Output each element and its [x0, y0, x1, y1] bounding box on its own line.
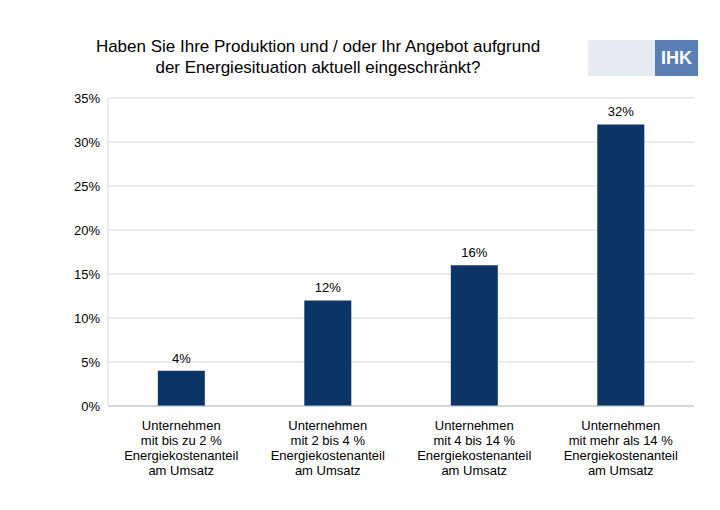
- svg-text:25%: 25%: [74, 179, 100, 194]
- svg-text:16%: 16%: [461, 245, 487, 260]
- html-text:Haben Sie Ihre Produktion und: Haben Sie Ihre Produktion und / oder Ihr…: [95, 37, 541, 56]
- html-text:der Energiesituation aktuell e: der Energiesituation aktuell eingeschrän…: [155, 58, 481, 77]
- svg-text:35%: 35%: [74, 91, 100, 106]
- svg-text:Unternehmenmit 2 bis 4 %Energi: Unternehmenmit 2 bis 4 %Energiekostenant…: [271, 418, 385, 478]
- svg-text:4%: 4%: [172, 351, 191, 366]
- svg-text:15%: 15%: [74, 267, 100, 282]
- svg-text:30%: 30%: [74, 135, 100, 150]
- svg-text:Unternehmenmit mehr als 14 %En: Unternehmenmit mehr als 14 %Energiekoste…: [564, 418, 678, 478]
- svg-text:Unternehmenmit bis zu 2 %Energ: Unternehmenmit bis zu 2 %Energiekostenan…: [124, 418, 238, 478]
- svg-text:Unternehmenmit 4 bis 14 %Energ: Unternehmenmit 4 bis 14 %Energiekostenan…: [417, 418, 531, 478]
- svg-text:0%: 0%: [81, 399, 100, 414]
- svg-text:12%: 12%: [315, 280, 341, 295]
- svg-text:20%: 20%: [74, 223, 100, 238]
- svg-text:32%: 32%: [608, 104, 634, 119]
- svg-text:10%: 10%: [74, 311, 100, 326]
- svg-text:5%: 5%: [81, 355, 100, 370]
- html-text:IHK: IHK: [661, 47, 692, 68]
